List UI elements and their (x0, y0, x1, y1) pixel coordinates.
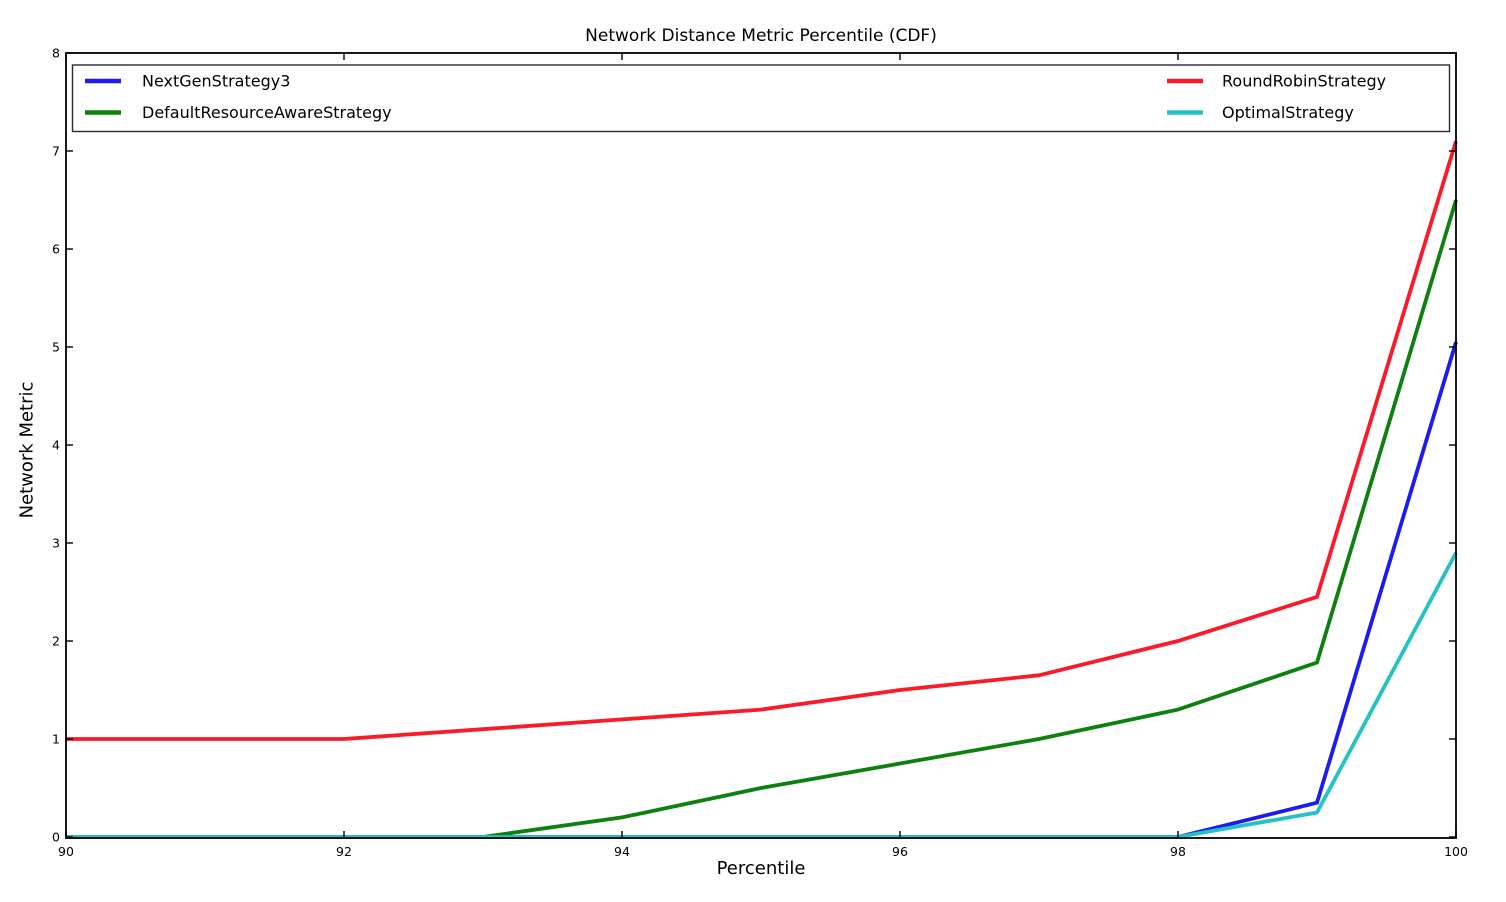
y-tick-label: 1 (52, 732, 60, 747)
y-tick-label: 8 (52, 46, 60, 61)
y-tick-label: 4 (52, 438, 60, 453)
y-tick-label: 0 (52, 830, 60, 845)
x-tick-label: 96 (892, 844, 908, 859)
x-tick-label: 100 (1444, 844, 1468, 859)
legend-label: NextGenStrategy3 (142, 72, 290, 91)
x-tick-label: 98 (1170, 844, 1186, 859)
y-tick-label: 6 (52, 242, 60, 257)
x-tick-label: 94 (614, 844, 630, 859)
y-tick-label: 7 (52, 144, 60, 159)
legend-label: OptimalStrategy (1222, 103, 1354, 122)
y-tick-label: 2 (52, 634, 60, 649)
series-line-NextGenStrategy3 (66, 341, 1458, 839)
series-line-RoundRobinStrategy (66, 140, 1458, 741)
y-tick-label: 5 (52, 340, 60, 355)
legend: NextGenStrategy3 DefaultResourceAwareStra… (71, 64, 1451, 133)
x-axis-label: Percentile (716, 858, 806, 879)
x-tick-label: 90 (58, 844, 74, 859)
y-tick-label: 3 (52, 536, 60, 551)
legend-label: DefaultResourceAwareStrategy (142, 103, 392, 122)
chart-title: Network Distance Metric Percentile (CDF) (585, 26, 937, 46)
series-line-OptimalStrategy (66, 551, 1458, 839)
axes-frame (65, 52, 1457, 839)
legend-frame (71, 64, 1451, 133)
y-axis-label: Network Metric (16, 381, 38, 519)
series-line-DefaultResourceAwareStrategy (66, 199, 1458, 839)
x-tick-label: 92 (336, 844, 352, 859)
legend-label: RoundRobinStrategy (1222, 72, 1386, 91)
